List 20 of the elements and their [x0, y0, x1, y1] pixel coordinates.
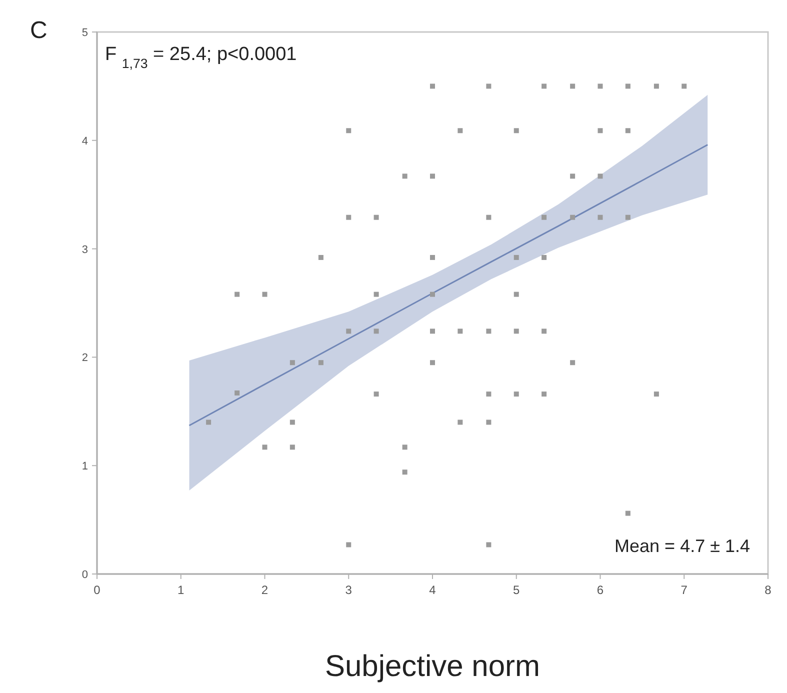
y-tick-label: 3 — [82, 244, 88, 256]
y-tick-label: 2 — [82, 352, 88, 364]
x-tick-label: 3 — [345, 583, 352, 597]
annotation: F $_{1,73}$ = 25.4; p<0.0001 — [105, 44, 297, 70]
y-tick-label: 4 — [82, 135, 88, 148]
x-tick-label: 4 — [429, 583, 436, 597]
x-tick-label: 2 — [261, 583, 268, 597]
line-series — [188, 144, 708, 426]
y-tick-label: 1 — [82, 460, 88, 473]
x-tick-label: 6 — [596, 583, 604, 597]
x-tick-label: 8 — [764, 583, 772, 597]
x-tick-label: 0 — [94, 583, 101, 597]
x-tick-label: 5 — [513, 583, 520, 597]
y-tick-label: 0 — [82, 569, 88, 581]
x-axis-title: Subjective norm — [324, 650, 540, 683]
annotation: Mean = 4.7 ± 1.4 — [614, 536, 750, 556]
text: C — [30, 17, 48, 44]
x-tick-label: 7 — [680, 583, 688, 597]
x-tick-label: 1 — [178, 583, 185, 597]
y-tick-label: 5 — [82, 27, 88, 39]
